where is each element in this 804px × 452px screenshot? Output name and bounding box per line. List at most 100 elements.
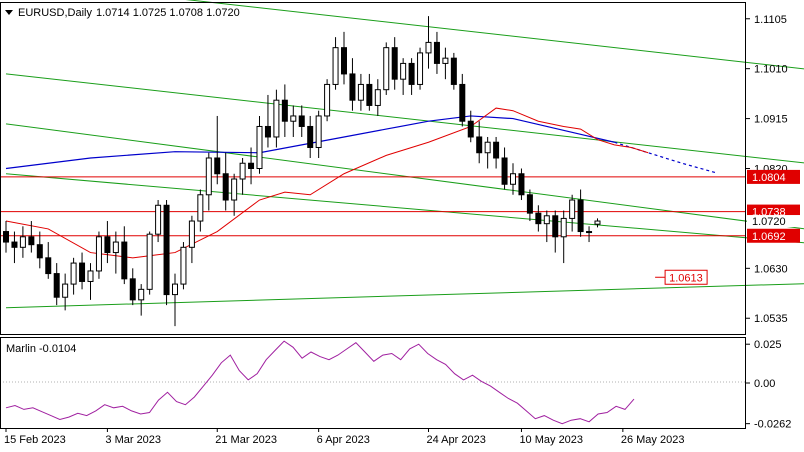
candle (45, 242, 52, 279)
candle (214, 115, 221, 185)
candle (248, 147, 255, 185)
candlestick-series (3, 16, 601, 327)
price-pane[interactable]: 1.0613 (0, 0, 804, 335)
candle (146, 231, 153, 295)
candle-body-bull (332, 47, 339, 85)
time-tick-label: 15 Feb 2023 (4, 434, 66, 446)
candle (273, 89, 280, 148)
candle (374, 79, 381, 116)
candle-body-bear (53, 273, 60, 298)
candle (205, 152, 212, 211)
candle-body-bear (433, 41, 440, 64)
candle-body-bull (324, 83, 331, 117)
candle (129, 268, 136, 306)
candle (349, 58, 356, 111)
price-label-box (747, 169, 800, 184)
candle-body-bull (172, 283, 178, 296)
candle-body-bull (19, 236, 26, 248)
candle-body-bear (341, 47, 347, 75)
ohlc-label: 1.0714 1.0725 1.0708 1.0720 (96, 7, 240, 19)
candle-body-bear (79, 262, 86, 282)
candle (552, 210, 559, 253)
candle (138, 284, 145, 316)
marlin-polyline (5, 340, 635, 425)
candle-body-bear (535, 212, 542, 225)
candle-body-bull (256, 125, 263, 169)
candle-body-bear (214, 157, 221, 175)
candle-body-bull (442, 57, 449, 64)
candle (315, 110, 322, 158)
candle-body-bull (484, 141, 491, 154)
candle-body-bull (62, 283, 69, 298)
candle-body-bear (577, 199, 584, 233)
candle (231, 173, 238, 216)
candle-body-bull (239, 162, 246, 180)
candle (87, 263, 94, 300)
price-tick-label: 1.0630 (754, 263, 788, 275)
candle (518, 168, 525, 201)
candle (324, 79, 331, 122)
symbol-menu-icon[interactable] (5, 10, 13, 15)
candle-body-bear (349, 73, 356, 101)
candle (28, 221, 35, 253)
candle (493, 136, 500, 169)
candle-body-bear (476, 136, 483, 154)
candle-body-bear (307, 125, 314, 148)
price-tick-label: 1.1105 (754, 14, 787, 26)
candle-body-bull (205, 157, 212, 196)
candle-body-bull (138, 288, 145, 301)
candle (197, 189, 204, 232)
candle-body-bear (3, 231, 9, 243)
candle-body-bear (36, 244, 43, 259)
price-tick-label: 1.0535 (754, 313, 788, 325)
candle (577, 189, 584, 237)
candle-body-bear (450, 57, 457, 85)
candle-body-bear (459, 83, 466, 122)
candle (121, 226, 128, 285)
candle (19, 226, 26, 258)
time-tick-label: 26 May 2023 (621, 434, 685, 446)
candle-body-bull (155, 204, 162, 235)
candle-body-bull (383, 47, 390, 91)
candle (408, 58, 415, 95)
candle (3, 221, 9, 253)
ma-red-line (5, 107, 649, 259)
candle-body-bear (28, 236, 35, 246)
marlin-tick-label: -0.0262 (754, 419, 791, 431)
candle (332, 37, 339, 90)
price-tick-label: 1.0915 (754, 114, 788, 126)
time-tick-label: 10 May 2023 (519, 434, 583, 446)
candle (526, 189, 533, 222)
candle-body-bull (417, 52, 424, 85)
candle-body-bear (222, 173, 229, 201)
candle-body-bull (400, 62, 407, 80)
candle-body-bull (586, 231, 593, 234)
chart-header: EURUSD,Daily 1.0714 1.0725 1.0708 1.0720 (5, 7, 240, 19)
candle-body-bear (45, 257, 52, 275)
candle (11, 231, 18, 264)
marlin-tick-label: 0.00 (754, 378, 775, 390)
candle (281, 84, 288, 137)
candle-body-bull (374, 89, 381, 106)
candle (290, 105, 297, 137)
channel-line-5 (5, 283, 804, 309)
candle-body-bull (188, 220, 195, 248)
price-label-box (747, 228, 800, 243)
candle (510, 163, 516, 195)
candle-body-bull (290, 115, 297, 122)
candle-body-bear (121, 241, 128, 280)
marlin-pane[interactable]: Marlin -0.0104 (0, 337, 746, 429)
candle (155, 200, 162, 243)
candle-body-bear (391, 47, 398, 80)
channel-lines (5, 0, 804, 309)
candle (442, 47, 449, 80)
candle-body-bear (408, 62, 415, 85)
candle-body-bear (518, 173, 525, 196)
candle-body-bear (163, 204, 170, 296)
candle (484, 136, 491, 169)
candle-body-bear (11, 241, 18, 248)
candle (450, 52, 457, 90)
candle (476, 121, 483, 164)
time-axis: 15 Feb 2023 3 Mar 2023 21 Mar 2023 6 Apr 20… (4, 428, 684, 446)
